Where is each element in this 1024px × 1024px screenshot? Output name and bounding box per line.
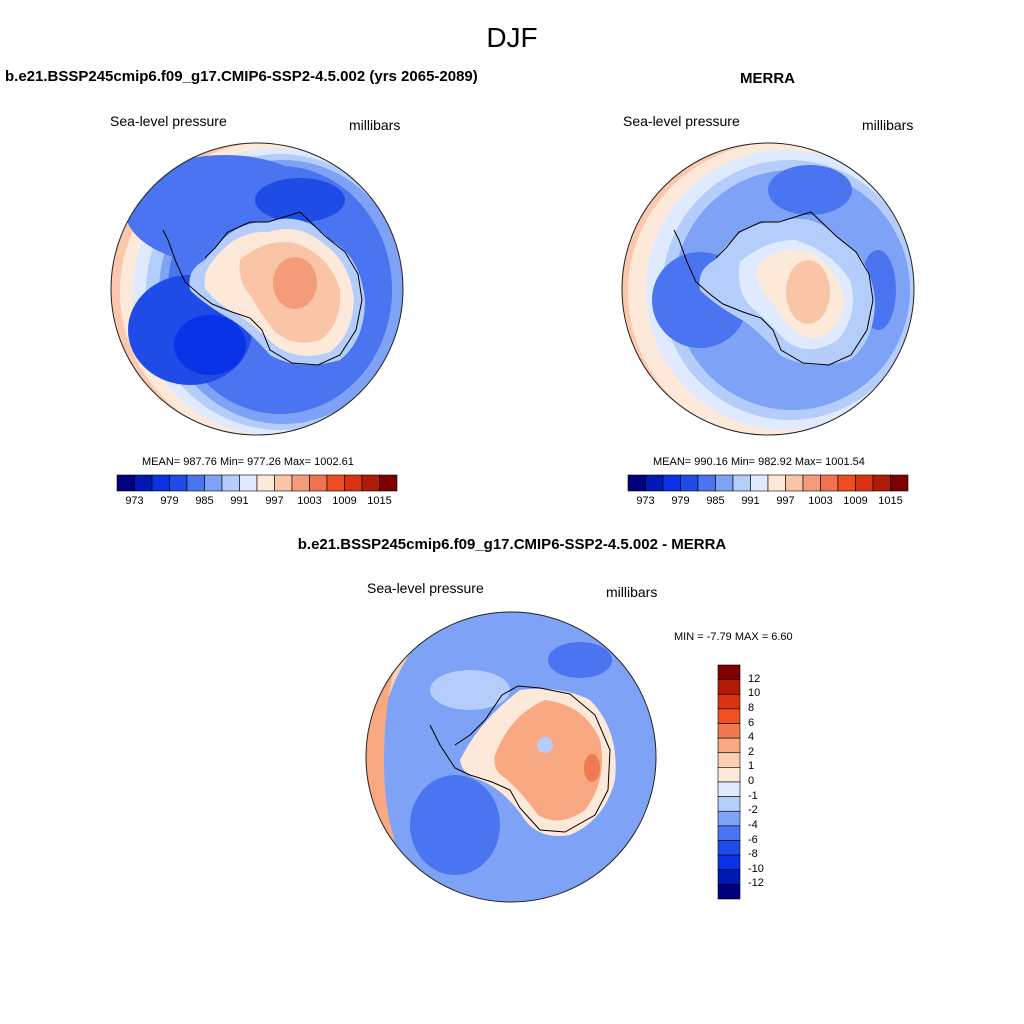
merra-variable-label: Sea-level pressure <box>623 113 740 129</box>
colorbar-tick-label: 1009 <box>332 495 357 507</box>
colorbar-tick-label: 979 <box>160 495 179 507</box>
merra-colorbar <box>627 474 909 492</box>
colorbar-cell <box>717 708 741 724</box>
colorbar-cell <box>890 474 909 492</box>
colorbar-cell <box>169 474 188 492</box>
colorbar-tick-label: 10 <box>748 687 761 700</box>
colorbar-cell <box>717 796 741 812</box>
colorbar-tick-label: 985 <box>195 495 214 507</box>
colorbar-cell <box>750 474 769 492</box>
colorbar-cell <box>662 474 681 492</box>
colorbar-cell <box>717 723 741 739</box>
model-map <box>111 143 403 435</box>
colorbar-cell <box>717 869 741 885</box>
colorbar-tick-label: 1009 <box>843 495 868 507</box>
colorbar-cell <box>680 474 699 492</box>
colorbar-tick-label: 1015 <box>367 495 392 507</box>
colorbar-cell <box>717 840 741 856</box>
colorbar-tick-label: -10 <box>748 862 764 875</box>
colorbar-tick-label: 12 <box>748 672 761 685</box>
panel-diff-title: b.e21.BSSP245cmip6.f09_g17.CMIP6-SSP2-4.… <box>297 536 727 553</box>
colorbar-cell <box>767 474 786 492</box>
colorbar-cell <box>717 825 741 841</box>
colorbar-tick-label: -1 <box>748 789 758 802</box>
diff-units-label: millibars <box>606 584 658 600</box>
panel-merra-title: MERRA <box>740 70 795 87</box>
panel-model-title: b.e21.BSSP245cmip6.f09_g17.CMIP6-SSP2-4.… <box>5 68 478 85</box>
diff-map <box>366 612 656 902</box>
diff-variable-label: Sea-level pressure <box>367 580 484 596</box>
colorbar-cell <box>717 767 741 783</box>
colorbar-cell <box>344 474 363 492</box>
colorbar-tick-label: 1015 <box>878 495 903 507</box>
colorbar-cell <box>820 474 839 492</box>
colorbar-tick-label: 979 <box>671 495 690 507</box>
colorbar-tick-label: 2 <box>748 745 755 758</box>
colorbar-cell <box>732 474 751 492</box>
colorbar-cell <box>717 810 741 827</box>
colorbar-cell <box>717 679 741 695</box>
colorbar-cell <box>326 474 345 492</box>
colorbar-cell <box>717 752 741 768</box>
colorbar-tick-label: 991 <box>230 495 249 507</box>
model-colorbar <box>116 474 398 492</box>
colorbar-cell <box>116 474 135 492</box>
colorbar-tick-label: -6 <box>748 833 758 846</box>
colorbar-cell <box>717 664 741 680</box>
colorbar-tick-label: -8 <box>748 848 758 861</box>
colorbar-cell <box>717 737 741 754</box>
colorbar-cell <box>717 693 741 710</box>
colorbar-cell <box>717 854 741 871</box>
colorbar-cell <box>717 884 741 900</box>
colorbar-tick-label: 0 <box>748 775 755 787</box>
colorbar-tick-label: 4 <box>748 731 755 744</box>
colorbar-tick-label: 1003 <box>808 495 833 507</box>
colorbar-cell <box>802 474 821 492</box>
colorbar-tick-label: 8 <box>748 701 755 714</box>
figure-title: DJF <box>486 22 538 53</box>
colorbar-cell <box>785 474 804 492</box>
colorbar-tick-label: 997 <box>776 495 795 507</box>
colorbar-cell <box>715 474 734 492</box>
colorbar-tick-label: 973 <box>125 495 144 507</box>
colorbar-tick-label: -2 <box>748 804 758 817</box>
colorbar-tick-label: 1003 <box>297 495 322 507</box>
merra-units-label: millibars <box>862 117 914 133</box>
diff-stats: MIN = -7.79 MAX = 6.60 <box>674 631 793 643</box>
colorbar-tick-label: 1 <box>748 760 755 773</box>
colorbar-cell <box>134 474 153 492</box>
colorbar-cell <box>274 474 293 492</box>
model-stats: MEAN= 987.76 Min= 977.26 Max= 1002.61 <box>142 456 354 468</box>
colorbar-tick-label: 985 <box>706 495 725 507</box>
model-variable-label: Sea-level pressure <box>110 113 227 129</box>
colorbar-tick-label: 6 <box>748 716 755 729</box>
diff-colorbar <box>717 664 741 900</box>
model-units-label: millibars <box>349 117 401 133</box>
colorbar-cell <box>309 474 328 492</box>
colorbar-cell <box>239 474 258 492</box>
merra-map <box>622 143 914 435</box>
colorbar-cell <box>379 474 398 492</box>
colorbar-cell <box>204 474 223 492</box>
colorbar-cell <box>186 474 205 492</box>
colorbar-cell <box>361 474 380 492</box>
colorbar-cell <box>872 474 891 492</box>
colorbar-cell <box>256 474 275 492</box>
colorbar-cell <box>151 474 170 492</box>
colorbar-cell <box>855 474 874 492</box>
colorbar-tick-label: -12 <box>748 877 764 890</box>
colorbar-tick-label: 973 <box>636 495 655 507</box>
colorbar-tick-label: 997 <box>265 495 284 507</box>
colorbar-cell <box>837 474 856 492</box>
colorbar-tick-label: 991 <box>741 495 760 507</box>
colorbar-cell <box>645 474 664 492</box>
colorbar-cell <box>697 474 716 492</box>
colorbar-cell <box>717 781 741 797</box>
colorbar-cell <box>291 474 310 492</box>
colorbar-cell <box>221 474 240 492</box>
merra-stats: MEAN= 990.16 Min= 982.92 Max= 1001.54 <box>653 456 865 468</box>
colorbar-cell <box>627 474 646 492</box>
colorbar-tick-label: -4 <box>748 818 758 831</box>
